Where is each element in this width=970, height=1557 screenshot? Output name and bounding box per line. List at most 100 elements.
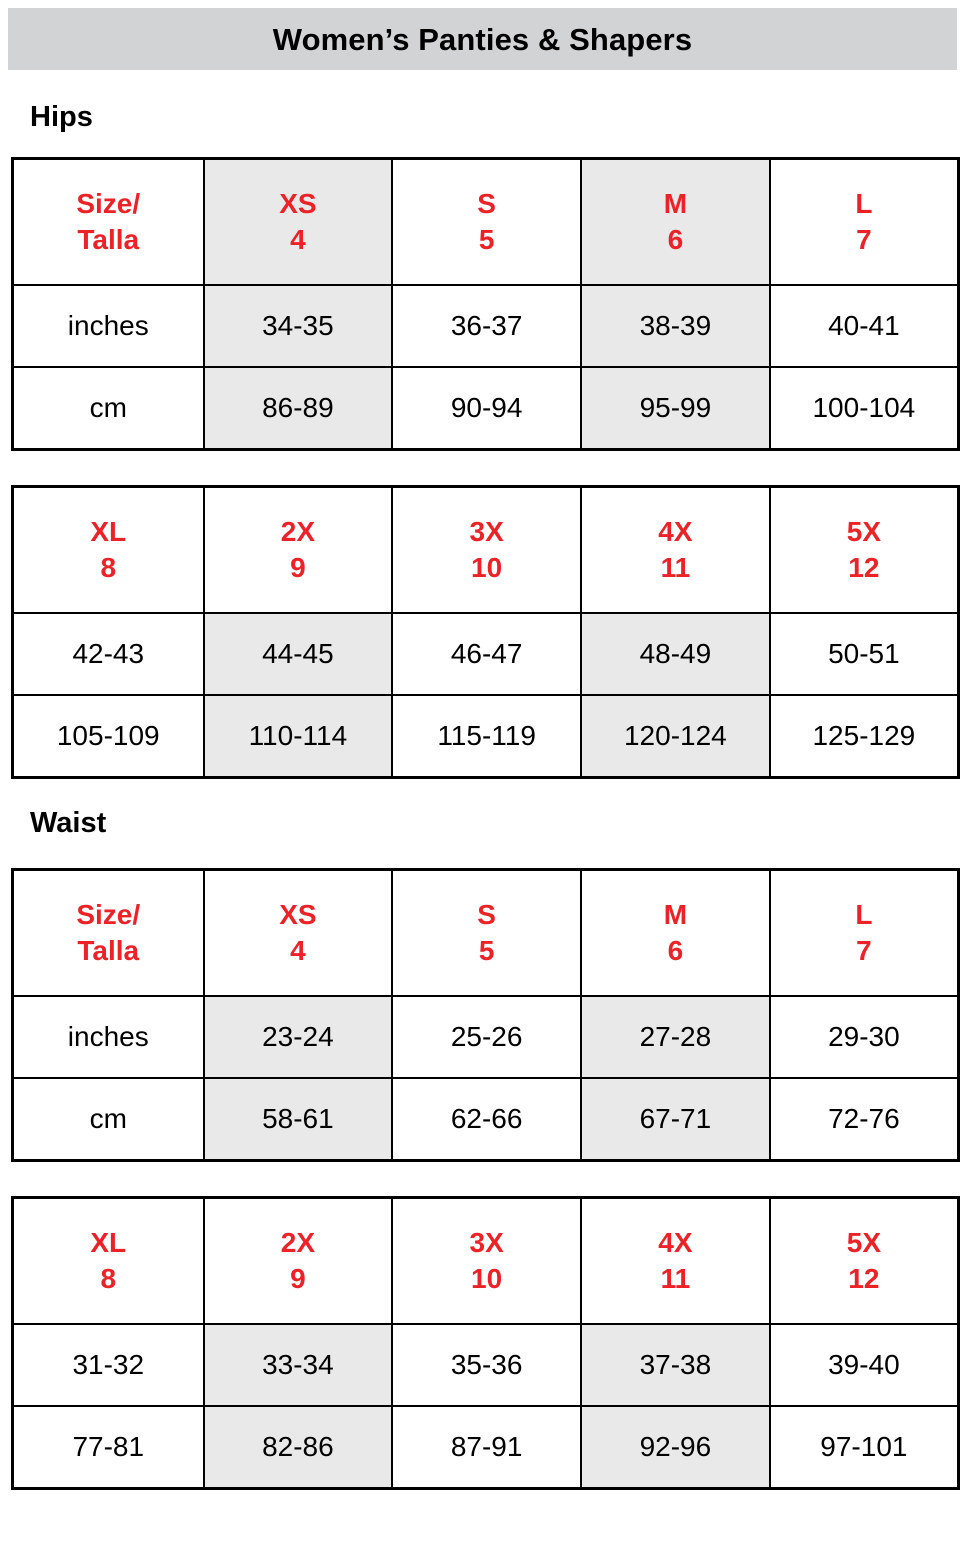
measurement-cell: 35-36 [391,1323,582,1407]
column-header-xl: XL 8 [11,485,205,614]
measurement-cell: 50-51 [768,612,960,696]
column-header-5x: 5X 12 [768,1196,960,1325]
size-name: 2X [280,516,315,548]
measurement-cell: 82-86 [202,1405,394,1490]
unit-label: cm [11,1077,205,1162]
size-name: M [663,899,688,931]
table-row-inches: 31-32 33-34 35-36 37-38 39-40 [11,1323,960,1407]
measurement-cell: 38-39 [580,284,771,368]
measurement-cell: 37-38 [580,1323,771,1407]
table-row-inches: 42-43 44-45 46-47 48-49 50-51 [11,612,960,696]
measurement-cell: 34-35 [202,284,394,368]
size-name: M [663,188,688,220]
row-label-header-cell: Size/ Talla [11,868,205,997]
size-number: 9 [290,552,306,583]
table-row-header: Size/ Talla XS 4 S 5 M 6 L 7 [11,157,960,286]
size-number: 8 [100,552,117,583]
column-header-xl: XL 8 [11,1196,205,1325]
size-name: 3X [469,1227,504,1259]
measurement-cell: 95-99 [580,366,771,451]
table-row-header: Size/ Talla XS 4 S 5 M 6 L 7 [11,868,960,997]
measurement-cell: 115-119 [391,694,582,779]
size-name: S [477,899,496,931]
size-name: XS [279,899,317,931]
size-name: 5X [846,1227,881,1259]
column-header-s: S 5 [391,157,582,286]
size-number: 5 [478,224,495,255]
size-number: 10 [471,1263,503,1294]
column-header-3x: 3X 10 [391,485,582,614]
size-name: XL [90,516,127,548]
measurement-cell: 58-61 [202,1077,394,1162]
column-header-3x: 3X 10 [391,1196,582,1325]
column-header-m: M 6 [580,868,771,997]
column-header-5x: 5X 12 [768,485,960,614]
size-label-line2: Talla [77,224,140,255]
table-row-header: XL 8 2X 9 3X 10 4X 11 5X 12 [11,1196,960,1325]
column-header-xs: XS 4 [202,157,394,286]
column-header-l: L 7 [768,157,960,286]
size-label-line1: Size/ [76,188,141,220]
size-name: L [855,899,873,931]
column-header-2x: 2X 9 [202,1196,394,1325]
measurement-cell: 86-89 [202,366,394,451]
page-title: Women’s Panties & Shapers [272,21,693,57]
size-number: 10 [471,552,503,583]
column-header-xs: XS 4 [202,868,394,997]
unit-label: inches [11,284,205,368]
size-number: 12 [848,1263,880,1294]
measurement-cell: 72-76 [768,1077,960,1162]
table-hips-standard: Size/ Talla XS 4 S 5 M 6 L 7 [11,157,960,451]
size-number: 7 [856,224,872,255]
measurement-cell: 25-26 [391,995,582,1079]
measurement-cell: 110-114 [202,694,394,779]
size-label-line2: Talla [77,935,140,966]
size-number: 6 [667,935,684,966]
row-label-header-cell: Size/ Talla [11,157,205,286]
size-name: 3X [469,516,504,548]
measurement-cell: 87-91 [391,1405,582,1490]
measurement-cell: 67-71 [580,1077,771,1162]
size-number: 9 [290,1263,306,1294]
size-number: 4 [290,935,306,966]
measurement-cell: 46-47 [391,612,582,696]
measurement-cell: 90-94 [391,366,582,451]
table-row-cm: cm 86-89 90-94 95-99 100-104 [11,366,960,451]
measurement-cell: 97-101 [768,1405,960,1490]
measurement-cell: 42-43 [11,612,205,696]
measurement-cell: 105-109 [11,694,205,779]
column-header-s: S 5 [391,868,582,997]
column-header-m: M 6 [580,157,771,286]
unit-label: cm [11,366,205,451]
measurement-cell: 36-37 [391,284,582,368]
size-name: 2X [280,1227,315,1259]
measurement-cell: 62-66 [391,1077,582,1162]
size-label-line1: Size/ [76,899,141,931]
size-number: 5 [478,935,495,966]
table-row-cm: cm 58-61 62-66 67-71 72-76 [11,1077,960,1162]
measurement-cell: 31-32 [11,1323,205,1407]
size-name: XS [279,188,317,220]
size-name: XL [90,1227,127,1259]
size-number: 8 [100,1263,117,1294]
size-number: 11 [660,552,691,583]
section-heading-hips: Hips [30,101,93,133]
size-name: L [855,188,873,220]
size-name: 4X [658,516,693,548]
size-number: 6 [667,224,684,255]
size-number: 12 [848,552,880,583]
measurement-cell: 29-30 [768,995,960,1079]
table-hips-extended: XL 8 2X 9 3X 10 4X 11 5X 12 [11,485,960,779]
measurement-cell: 33-34 [202,1323,394,1407]
section-heading-waist: Waist [30,807,107,839]
column-header-2x: 2X 9 [202,485,394,614]
table-waist-standard: Size/ Talla XS 4 S 5 M 6 L 7 [11,868,960,1162]
size-name: 5X [846,516,881,548]
unit-label: inches [11,995,205,1079]
table-waist-extended: XL 8 2X 9 3X 10 4X 11 5X 12 [11,1196,960,1490]
table-row-cm: 105-109 110-114 115-119 120-124 125-129 [11,694,960,779]
table-row-inches: inches 23-24 25-26 27-28 29-30 [11,995,960,1079]
size-name: S [477,188,496,220]
measurement-cell: 120-124 [580,694,771,779]
